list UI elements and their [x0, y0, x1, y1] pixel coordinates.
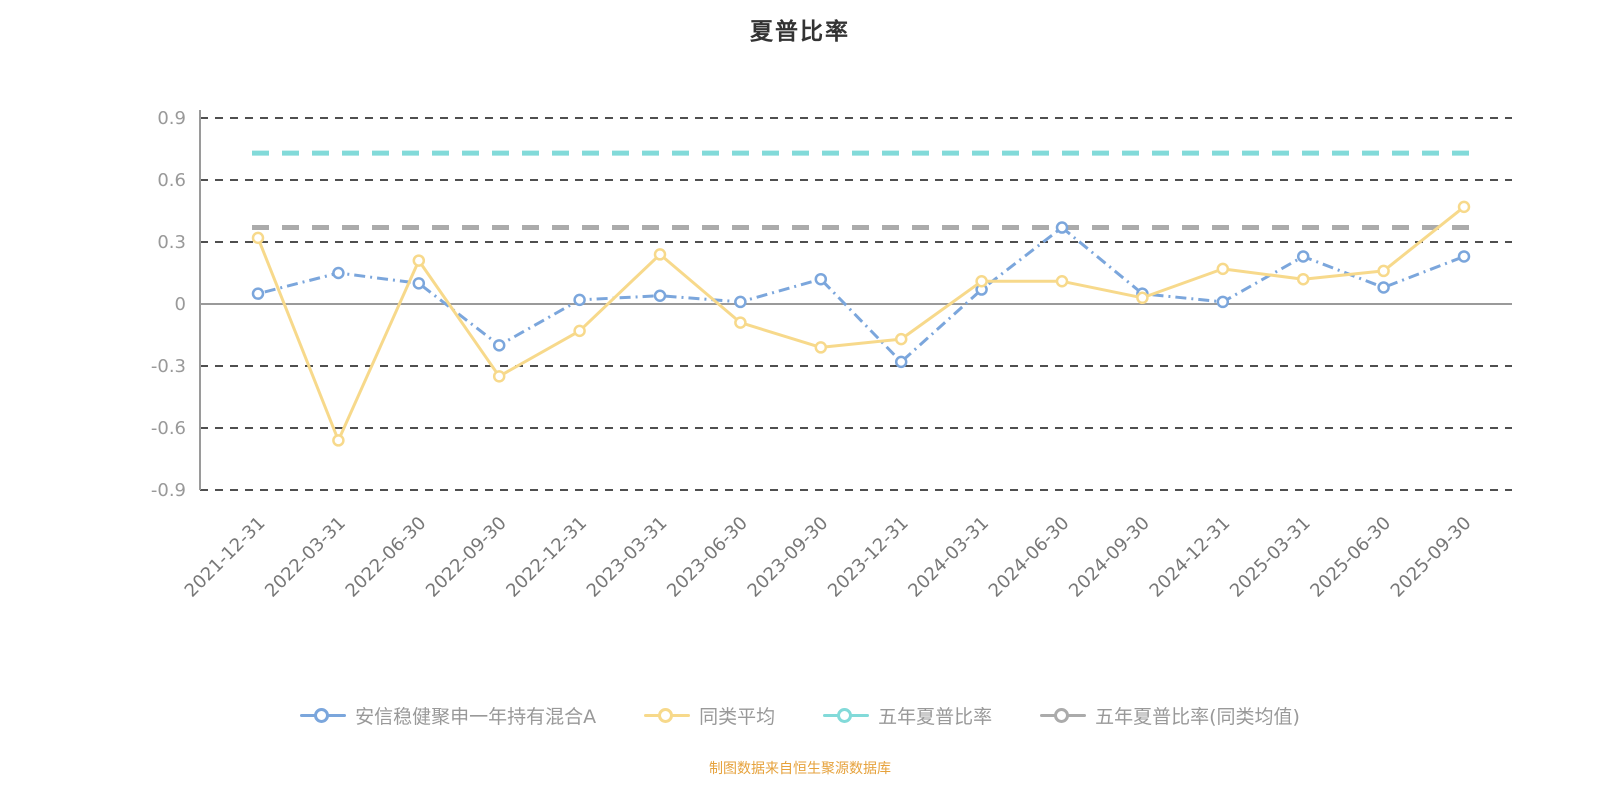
svg-text:0.3: 0.3 [157, 232, 186, 253]
svg-text:2025-09-30: 2025-09-30 [1387, 513, 1476, 602]
legend-marker-five-year-sharpe-peer-icon [1040, 707, 1087, 724]
svg-text:0.9: 0.9 [157, 108, 186, 129]
legend-label-five-year-sharpe: 五年夏普比率 [878, 706, 993, 728]
legend-marker-five-year-sharpe-icon [823, 707, 870, 724]
svg-text:2024-06-30: 2024-06-30 [985, 513, 1074, 602]
data-source-note: 制图数据来自恒生聚源数据库 [709, 761, 891, 777]
legend-label-fund: 安信稳健聚申一年持有混合A [355, 706, 597, 728]
svg-text:2022-12-31: 2022-12-31 [502, 513, 591, 602]
chart-title: 夏普比率 [750, 19, 850, 45]
svg-text:2024-09-30: 2024-09-30 [1065, 513, 1154, 602]
svg-text:2023-09-30: 2023-09-30 [744, 513, 833, 602]
svg-text:-0.9: -0.9 [151, 480, 186, 501]
svg-text:-0.3: -0.3 [151, 356, 186, 377]
svg-text:2023-06-30: 2023-06-30 [663, 513, 752, 602]
legend-marker-peer-average-icon [644, 707, 691, 724]
legend-item-five-year-sharpe-peer[interactable]: 五年夏普比率(同类均值) [1040, 702, 1300, 729]
legend-item-peer-average[interactable]: 同类平均 [644, 702, 775, 729]
svg-text:2024-12-31: 2024-12-31 [1146, 513, 1235, 602]
legend-item-fund[interactable]: 安信稳健聚申一年持有混合A [300, 702, 596, 729]
svg-text:2023-03-31: 2023-03-31 [583, 513, 672, 602]
line-chart: 0.9 0.6 0.3 0 -0.3 -0.6 -0.9 2021-12-312022-03-… [151, 108, 1512, 602]
svg-text:2025-06-30: 2025-06-30 [1306, 513, 1395, 602]
legend-label-peer-average: 同类平均 [699, 706, 776, 728]
svg-text:2021-12-31: 2021-12-31 [181, 513, 270, 602]
legend-item-five-year-sharpe[interactable]: 五年夏普比率 [823, 702, 992, 729]
legend-marker-fund-icon [300, 707, 347, 724]
svg-text:0.6: 0.6 [157, 170, 186, 191]
legend: 安信稳健聚申一年持有混合A 同类平均 五年夏普比率 五年夏普比率(同类均值) [0, 702, 1600, 729]
svg-text:0: 0 [175, 294, 186, 315]
svg-text:2023-12-31: 2023-12-31 [824, 513, 913, 602]
svg-text:2022-09-30: 2022-09-30 [422, 513, 511, 602]
legend-label-five-year-sharpe-peer: 五年夏普比率(同类均值) [1095, 706, 1300, 728]
svg-text:2022-03-31: 2022-03-31 [261, 513, 350, 602]
svg-text:2024-03-31: 2024-03-31 [904, 513, 993, 602]
svg-text:2022-06-30: 2022-06-30 [342, 513, 431, 602]
svg-text:2025-03-31: 2025-03-31 [1226, 513, 1315, 602]
svg-text:-0.6: -0.6 [151, 418, 186, 439]
